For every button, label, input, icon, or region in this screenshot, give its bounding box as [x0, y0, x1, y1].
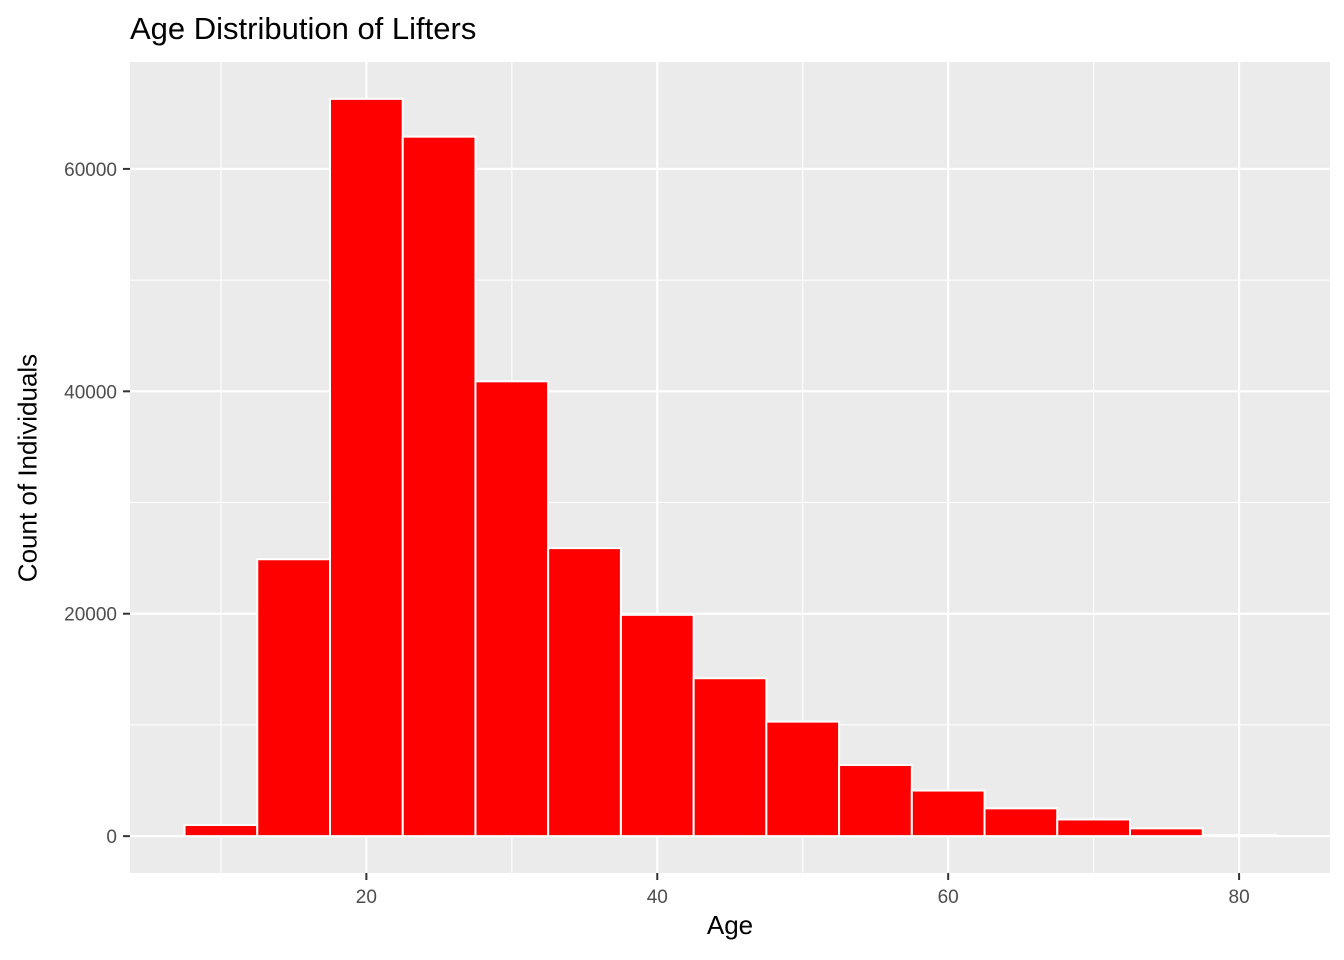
histogram-bar-12	[983, 807, 1059, 838]
y-tick-label: 60000	[64, 160, 117, 181]
histogram-bar-6	[547, 547, 622, 838]
y-axis-title: Count of Individuals	[12, 353, 43, 583]
histogram-bar-11	[910, 789, 986, 838]
y-tick-label: 0	[106, 827, 117, 848]
histogram-bar-9	[765, 720, 841, 838]
x-tick-label: 80	[1229, 887, 1250, 908]
histogram-bar-8	[692, 677, 768, 838]
x-tick-label: 60	[938, 887, 959, 908]
x-tick-label: 20	[356, 887, 377, 908]
x-axis-title: Age	[706, 910, 754, 940]
histogram-bar-3	[329, 97, 404, 838]
histogram-bar-5	[474, 380, 550, 838]
x-tick-label: 40	[647, 887, 668, 908]
histogram-bar-2	[256, 558, 332, 838]
y-tick-label: 40000	[64, 382, 117, 403]
chart-title: Age Distribution of Lifters	[130, 11, 477, 46]
histogram-bar-1	[183, 824, 259, 838]
histogram-bar-13	[1056, 818, 1131, 838]
y-tick-label: 20000	[64, 605, 117, 626]
histogram-bar-7	[619, 613, 695, 838]
histogram-bar-15	[1201, 834, 1277, 838]
histogram-bar-4	[401, 135, 477, 838]
histogram-bar-14	[1129, 827, 1204, 838]
histogram-bar-10	[838, 763, 913, 838]
